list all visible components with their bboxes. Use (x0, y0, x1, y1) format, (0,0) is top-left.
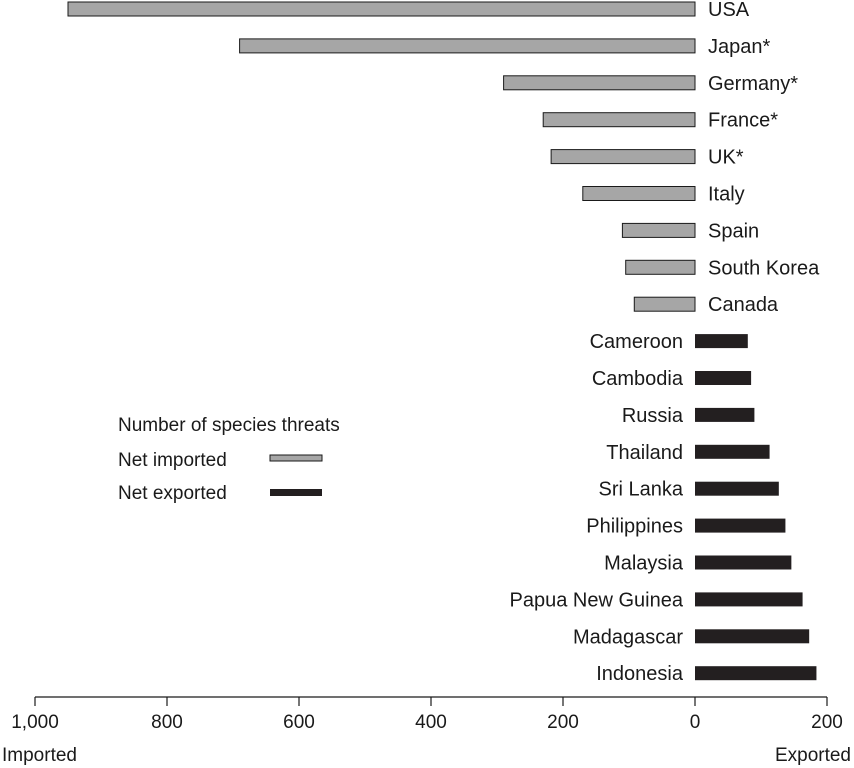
label-sri-lanka: Sri Lanka (599, 479, 684, 501)
bar-papua-new-guinea (695, 592, 803, 607)
bar-thailand (695, 444, 770, 459)
x-axis-imported-label: Imported (2, 745, 77, 766)
bar-philippines (695, 518, 786, 533)
bar-cambodia (695, 371, 752, 385)
bar-canada (633, 296, 696, 312)
label-thailand: Thailand (606, 442, 683, 464)
legend-swatch-net-imported (269, 454, 323, 462)
label-philippines: Philippines (586, 516, 683, 538)
bar-germany (503, 75, 696, 91)
x-tick-label: 800 (151, 712, 183, 733)
bar-russia (695, 407, 755, 422)
label-japan: Japan* (708, 36, 770, 58)
label-cambodia: Cambodia (592, 368, 684, 390)
label-spain: Spain (708, 220, 759, 242)
x-tick-label: 0 (690, 712, 701, 733)
label-madagascar: Madagascar (573, 626, 683, 648)
legend-title: Number of species threats (118, 415, 340, 436)
bar-italy (582, 186, 696, 201)
label-germany: Germany* (708, 73, 798, 95)
legend-swatch-net-exported (270, 489, 322, 496)
bar-spain (621, 222, 696, 238)
x-axis: 1,000 800 600 400 200 0 200 (11, 696, 843, 733)
label-canada: Canada (708, 294, 779, 316)
bar-malaysia (695, 555, 792, 570)
bars-group (67, 1, 817, 681)
label-indonesia: Indonesia (596, 663, 684, 685)
bar-uk (550, 149, 696, 165)
bar-cameroon (695, 334, 748, 349)
bar-sri-lanka (695, 481, 779, 496)
legend: Number of species threats Net imported N… (118, 415, 340, 504)
x-tick-label: 200 (547, 712, 579, 733)
legend-label-net-imported: Net imported (118, 450, 227, 471)
bar-france (542, 112, 696, 128)
bar-indonesia (695, 666, 817, 681)
label-usa: USA (708, 0, 750, 21)
label-cameroon: Cameroon (590, 331, 683, 353)
label-russia: Russia (622, 405, 684, 427)
label-france: France* (708, 110, 778, 132)
bar-madagascar (695, 629, 810, 644)
x-tick-label: 200 (811, 712, 843, 733)
x-tick-label: 1,000 (11, 712, 59, 733)
bar-south-korea (625, 259, 696, 275)
label-papua-new-guinea: Papua New Guinea (510, 589, 684, 611)
x-tick-label: 600 (283, 712, 315, 733)
x-tick-label: 400 (415, 712, 447, 733)
label-malaysia: Malaysia (604, 553, 684, 575)
label-italy: Italy (708, 184, 745, 206)
label-uk: UK* (708, 147, 744, 169)
bar-usa (67, 1, 696, 17)
category-labels-group: USA Japan* Germany* France* UK* Italy Spain Sou… (510, 0, 821, 685)
x-axis-exported-label: Exported (775, 745, 851, 766)
bar-japan (239, 38, 696, 54)
label-south-korea: South Korea (708, 257, 820, 279)
legend-label-net-exported: Net exported (118, 483, 227, 504)
